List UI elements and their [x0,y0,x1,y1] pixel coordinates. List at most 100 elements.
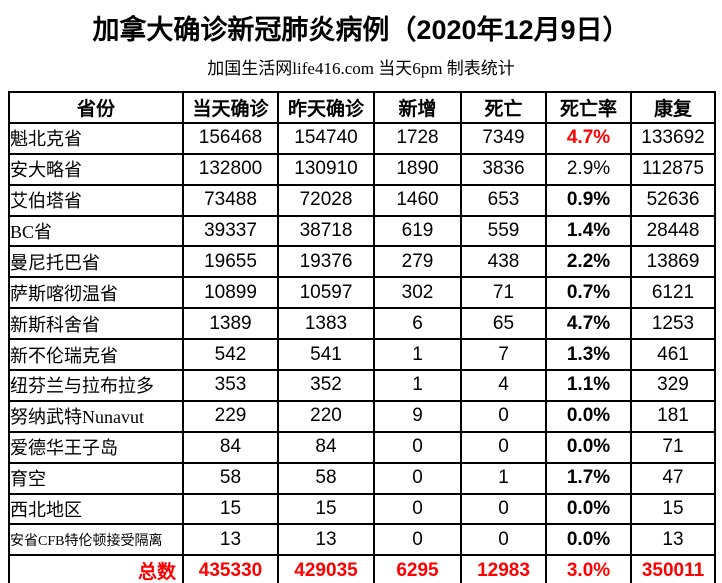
page-title: 加拿大确诊新冠肺炎病例（2020年12月9日） [92,15,630,45]
province-cell: 新斯科舍省 [8,307,184,341]
column-header-3: 新增 [373,91,462,124]
value-cell: 1253 [630,307,716,341]
column-header-1: 当天确诊 [182,91,279,124]
province-cell: 努纳武特Nunavut [8,399,184,433]
value-cell: 9 [373,399,462,433]
death-rate-cell: 0.0% [545,399,632,433]
death-rate-cell: 1.4% [545,214,632,248]
value-cell: 353 [182,369,279,402]
death-rate-cell: 1.1% [545,369,632,402]
value-cell: 6 [373,307,462,341]
value-cell: 438 [460,245,547,279]
table-row: 萨斯喀彻温省 10899 10597 302 71 0.7% 6121 [8,276,716,310]
value-cell: 1389 [182,307,279,341]
value-cell: 10597 [277,276,375,310]
province-cell: 艾伯塔省 [8,183,184,217]
table-row: 安大略省 132800 130910 1890 3836 2.9% 112875 [8,152,716,186]
value-cell: 19655 [182,245,279,279]
death-rate-cell: 0.0% [545,430,632,464]
death-rate-cell: 4.7% [545,121,632,155]
value-cell: 0 [373,430,462,464]
value-cell: 220 [277,399,375,433]
value-cell: 65 [460,307,547,341]
province-cell: 萨斯喀彻温省 [8,276,184,310]
death-rate-cell: 2.2% [545,245,632,279]
column-header-5: 死亡率 [545,91,632,124]
value-cell: 0 [460,492,547,526]
table-row: 育空 58 58 0 1 1.7% 47 [8,461,716,495]
value-cell: 1 [373,338,462,372]
death-rate-cell: 0.0% [545,523,632,557]
value-cell: 653 [460,183,547,217]
table-header-row: 省份 当天确诊 昨天确诊 新增 死亡 死亡率 康复 [8,91,716,124]
value-cell: 13 [182,523,279,557]
death-rate-cell: 4.7% [545,307,632,341]
death-rate-cell: 0.7% [545,276,632,310]
value-cell: 156468 [182,121,279,155]
value-cell: 132800 [182,152,279,186]
death-rate-cell: 2.9% [545,152,632,186]
covid-statistics-table: 省份 当天确诊 昨天确诊 新增 死亡 死亡率 康复 魁北克省 156468 154740 1728… [8,91,716,583]
value-cell: 461 [630,338,716,372]
death-rate-cell: 0.0% [545,492,632,526]
province-cell: 纽芬兰与拉布拉多 [8,369,184,402]
value-cell: 0 [460,399,547,433]
value-cell: 15 [182,492,279,526]
table-row: 曼尼托巴省 19655 19376 279 438 2.2% 13869 [8,245,716,279]
table-row: 努纳武特Nunavut 229 220 9 0 0.0% 181 [8,399,716,433]
page-subtitle: 加国生活网life416.com 当天6pm 制表统计 [207,59,515,78]
page: 加拿大确诊新冠肺炎病例（2020年12月9日） 加国生活网life416.com… [0,8,722,583]
value-cell: 0 [373,461,462,495]
death-rate-cell: 0.9% [545,183,632,217]
death-rate-cell: 1.7% [545,461,632,495]
table-row: 新不伦瑞克省 542 541 1 7 1.3% 461 [8,338,716,372]
value-cell: 73488 [182,183,279,217]
value-cell: 84 [182,430,279,464]
value-cell: 28448 [630,214,716,248]
table-row: 艾伯塔省 73488 72028 1460 653 0.9% 52636 [8,183,716,217]
value-cell: 559 [460,214,547,248]
table-row: BC省 39337 38718 619 559 1.4% 28448 [8,214,716,248]
value-cell: 112875 [630,152,716,186]
value-cell: 10899 [182,276,279,310]
value-cell: 13869 [630,245,716,279]
value-cell: 58 [182,461,279,495]
value-cell: 181 [630,399,716,433]
total-value-cell: 435330 [182,554,279,583]
province-cell: 曼尼托巴省 [8,245,184,279]
value-cell: 13 [277,523,375,557]
column-header-2: 昨天确诊 [277,91,375,124]
table-row: 魁北克省 156468 154740 1728 7349 4.7% 133692 [8,121,716,155]
value-cell: 71 [630,430,716,464]
value-cell: 71 [460,276,547,310]
value-cell: 4 [460,369,547,402]
value-cell: 619 [373,214,462,248]
province-cell: 魁北克省 [8,121,184,155]
value-cell: 541 [277,338,375,372]
value-cell: 39337 [182,214,279,248]
total-value-cell: 3.0% [545,554,632,583]
total-label: 总数 [8,554,184,583]
value-cell: 7 [460,338,547,372]
column-header-6: 康复 [630,91,716,124]
table-row: 安省CFB特伦顿接受隔离 13 13 0 0 0.0% 13 [8,523,716,557]
value-cell: 15 [277,492,375,526]
value-cell: 279 [373,245,462,279]
province-cell: BC省 [8,214,184,248]
value-cell: 0 [373,492,462,526]
value-cell: 542 [182,338,279,372]
value-cell: 0 [460,430,547,464]
column-header-4: 死亡 [460,91,547,124]
value-cell: 58 [277,461,375,495]
province-cell: 安省CFB特伦顿接受隔离 [8,523,184,557]
province-cell: 西北地区 [8,492,184,526]
value-cell: 229 [182,399,279,433]
table-row: 西北地区 15 15 0 0 0.0% 15 [8,492,716,526]
value-cell: 302 [373,276,462,310]
province-cell: 新不伦瑞克省 [8,338,184,372]
value-cell: 1 [373,369,462,402]
province-cell: 爱德华王子岛 [8,430,184,464]
value-cell: 19376 [277,245,375,279]
value-cell: 7349 [460,121,547,155]
value-cell: 133692 [630,121,716,155]
